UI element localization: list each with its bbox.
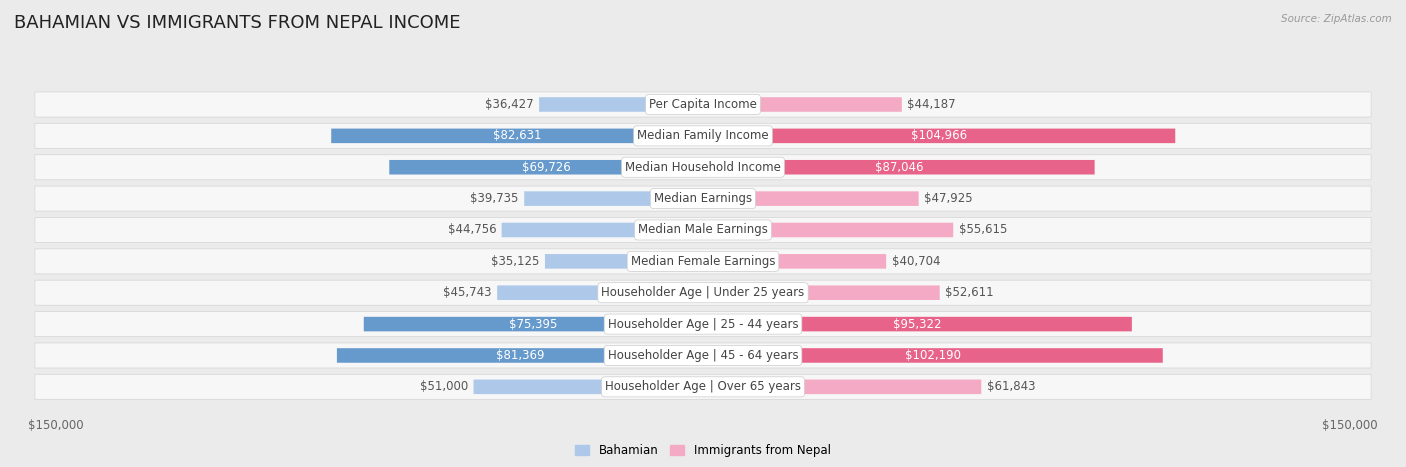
FancyBboxPatch shape	[332, 128, 703, 143]
FancyBboxPatch shape	[703, 160, 1095, 175]
FancyBboxPatch shape	[524, 191, 703, 206]
Text: Median Male Earnings: Median Male Earnings	[638, 224, 768, 236]
Text: $44,187: $44,187	[907, 98, 956, 111]
Text: Householder Age | 25 - 44 years: Householder Age | 25 - 44 years	[607, 318, 799, 331]
FancyBboxPatch shape	[474, 380, 703, 394]
Text: Median Female Earnings: Median Female Earnings	[631, 255, 775, 268]
Text: $102,190: $102,190	[905, 349, 960, 362]
Text: Median Family Income: Median Family Income	[637, 129, 769, 142]
Text: Median Earnings: Median Earnings	[654, 192, 752, 205]
Text: $69,726: $69,726	[522, 161, 571, 174]
FancyBboxPatch shape	[703, 254, 886, 269]
FancyBboxPatch shape	[35, 343, 1371, 368]
Text: $95,322: $95,322	[893, 318, 942, 331]
FancyBboxPatch shape	[546, 254, 703, 269]
FancyBboxPatch shape	[703, 223, 953, 237]
Text: $87,046: $87,046	[875, 161, 924, 174]
Text: $82,631: $82,631	[494, 129, 541, 142]
Text: $45,743: $45,743	[443, 286, 492, 299]
Text: $61,843: $61,843	[987, 380, 1035, 393]
Text: $81,369: $81,369	[496, 349, 544, 362]
FancyBboxPatch shape	[538, 97, 703, 112]
FancyBboxPatch shape	[389, 160, 703, 175]
FancyBboxPatch shape	[35, 155, 1371, 180]
Text: $52,611: $52,611	[945, 286, 994, 299]
FancyBboxPatch shape	[35, 374, 1371, 399]
FancyBboxPatch shape	[35, 280, 1371, 305]
Legend: Bahamian, Immigrants from Nepal: Bahamian, Immigrants from Nepal	[571, 439, 835, 462]
FancyBboxPatch shape	[35, 249, 1371, 274]
FancyBboxPatch shape	[703, 191, 918, 206]
FancyBboxPatch shape	[35, 311, 1371, 337]
Text: $104,966: $104,966	[911, 129, 967, 142]
Text: BAHAMIAN VS IMMIGRANTS FROM NEPAL INCOME: BAHAMIAN VS IMMIGRANTS FROM NEPAL INCOME	[14, 14, 461, 32]
FancyBboxPatch shape	[703, 128, 1175, 143]
Text: $75,395: $75,395	[509, 318, 558, 331]
FancyBboxPatch shape	[364, 317, 703, 332]
FancyBboxPatch shape	[35, 92, 1371, 117]
FancyBboxPatch shape	[703, 380, 981, 394]
Text: Householder Age | Over 65 years: Householder Age | Over 65 years	[605, 380, 801, 393]
Text: Householder Age | Under 25 years: Householder Age | Under 25 years	[602, 286, 804, 299]
Text: $51,000: $51,000	[420, 380, 468, 393]
Text: $40,704: $40,704	[891, 255, 941, 268]
Text: $35,125: $35,125	[491, 255, 540, 268]
FancyBboxPatch shape	[703, 317, 1132, 332]
FancyBboxPatch shape	[35, 186, 1371, 211]
FancyBboxPatch shape	[35, 218, 1371, 242]
Text: $150,000: $150,000	[1322, 418, 1378, 432]
FancyBboxPatch shape	[337, 348, 703, 363]
Text: Median Household Income: Median Household Income	[626, 161, 780, 174]
FancyBboxPatch shape	[703, 285, 939, 300]
Text: Householder Age | 45 - 64 years: Householder Age | 45 - 64 years	[607, 349, 799, 362]
Text: $39,735: $39,735	[471, 192, 519, 205]
Text: $150,000: $150,000	[28, 418, 84, 432]
FancyBboxPatch shape	[703, 97, 901, 112]
Text: $55,615: $55,615	[959, 224, 1007, 236]
FancyBboxPatch shape	[35, 123, 1371, 149]
FancyBboxPatch shape	[502, 223, 703, 237]
FancyBboxPatch shape	[498, 285, 703, 300]
Text: Per Capita Income: Per Capita Income	[650, 98, 756, 111]
Text: Source: ZipAtlas.com: Source: ZipAtlas.com	[1281, 14, 1392, 24]
Text: $47,925: $47,925	[924, 192, 973, 205]
Text: $36,427: $36,427	[485, 98, 534, 111]
Text: $44,756: $44,756	[447, 224, 496, 236]
FancyBboxPatch shape	[703, 348, 1163, 363]
